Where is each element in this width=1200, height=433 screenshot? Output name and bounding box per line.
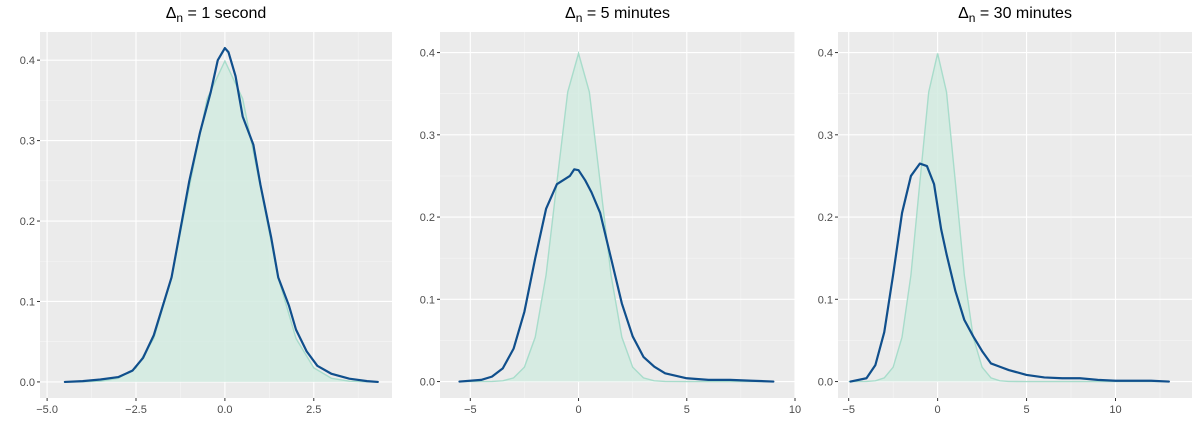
title-text: = 30 minutes [975,5,1072,22]
x-tick-label: 5 [684,404,690,416]
x-tick-label: −2.5 [125,404,147,416]
y-tick-label: 0.1 [20,296,35,308]
empirical-density-line [849,162,1170,383]
y-tick-label: 0.3 [420,130,435,142]
reference-density-line [459,50,774,383]
title-delta-symbol: Δ [565,5,576,22]
x-tick-label: −5 [464,404,477,416]
reference-density-area [459,53,774,382]
title-subscript: n [969,11,976,25]
density-panel-2: −5 0 5 10 0.0 0.1 0.2 0.3 0.4 Δn = 5 minutes [420,5,801,416]
y-tick-label: 0.4 [818,48,833,60]
y-tick-label: 0.2 [420,212,435,224]
y-tick-label: 0.4 [20,55,35,67]
x-tick-label: 0.0 [217,404,232,416]
empirical-density-line [63,46,379,384]
y-tick-label: 0.4 [420,48,435,60]
reference-density-area [64,60,378,382]
title-text: = 5 minutes [582,5,670,22]
title-subscript: n [176,11,183,25]
y-tick-label: 0.1 [818,294,833,306]
title-subscript: n [576,11,583,25]
panel-background [838,32,1192,398]
reference-density-area [848,53,1169,382]
y-tick-label: 0.0 [20,377,35,389]
y-tick-label: 0.0 [818,377,833,389]
title-delta-symbol: Δ [958,5,969,22]
title-delta-symbol: Δ [166,5,177,22]
panel-title: Δn = 5 minutes [565,5,670,25]
y-tick-label: 0.3 [818,130,833,142]
panel-title: Δn = 1 second [166,5,267,25]
x-tick-label: 0 [575,404,581,416]
x-tick-label: 10 [789,404,801,416]
x-tick-label: 10 [1109,404,1121,416]
reference-density-line [848,53,1169,383]
x-tick-label: −5 [842,404,855,416]
y-tick-label: 0.2 [20,216,35,228]
panel-title: Δn = 30 minutes [958,5,1072,25]
x-tick-label: 0 [935,404,941,416]
y-tick-label: 0.1 [420,294,435,306]
x-tick-label: −5.0 [36,404,58,416]
x-tick-label: 5 [1024,404,1030,416]
density-panel-3: −5 0 5 10 0.0 0.1 0.2 0.3 0.4 Δn = 30 minutes [818,5,1192,416]
empirical-density-line [458,168,775,383]
reference-density-line [64,59,378,383]
title-text: = 1 second [183,5,266,22]
y-tick-label: 0.0 [420,377,435,389]
y-tick-label: 0.2 [818,212,833,224]
y-tick-label: 0.3 [20,136,35,148]
density-panel-1: −5.0 −2.5 0.0 2.5 0.0 0.1 0.2 0.3 0.4 Δn = 1 seco… [20,5,392,416]
x-tick-label: 2.5 [306,404,321,416]
